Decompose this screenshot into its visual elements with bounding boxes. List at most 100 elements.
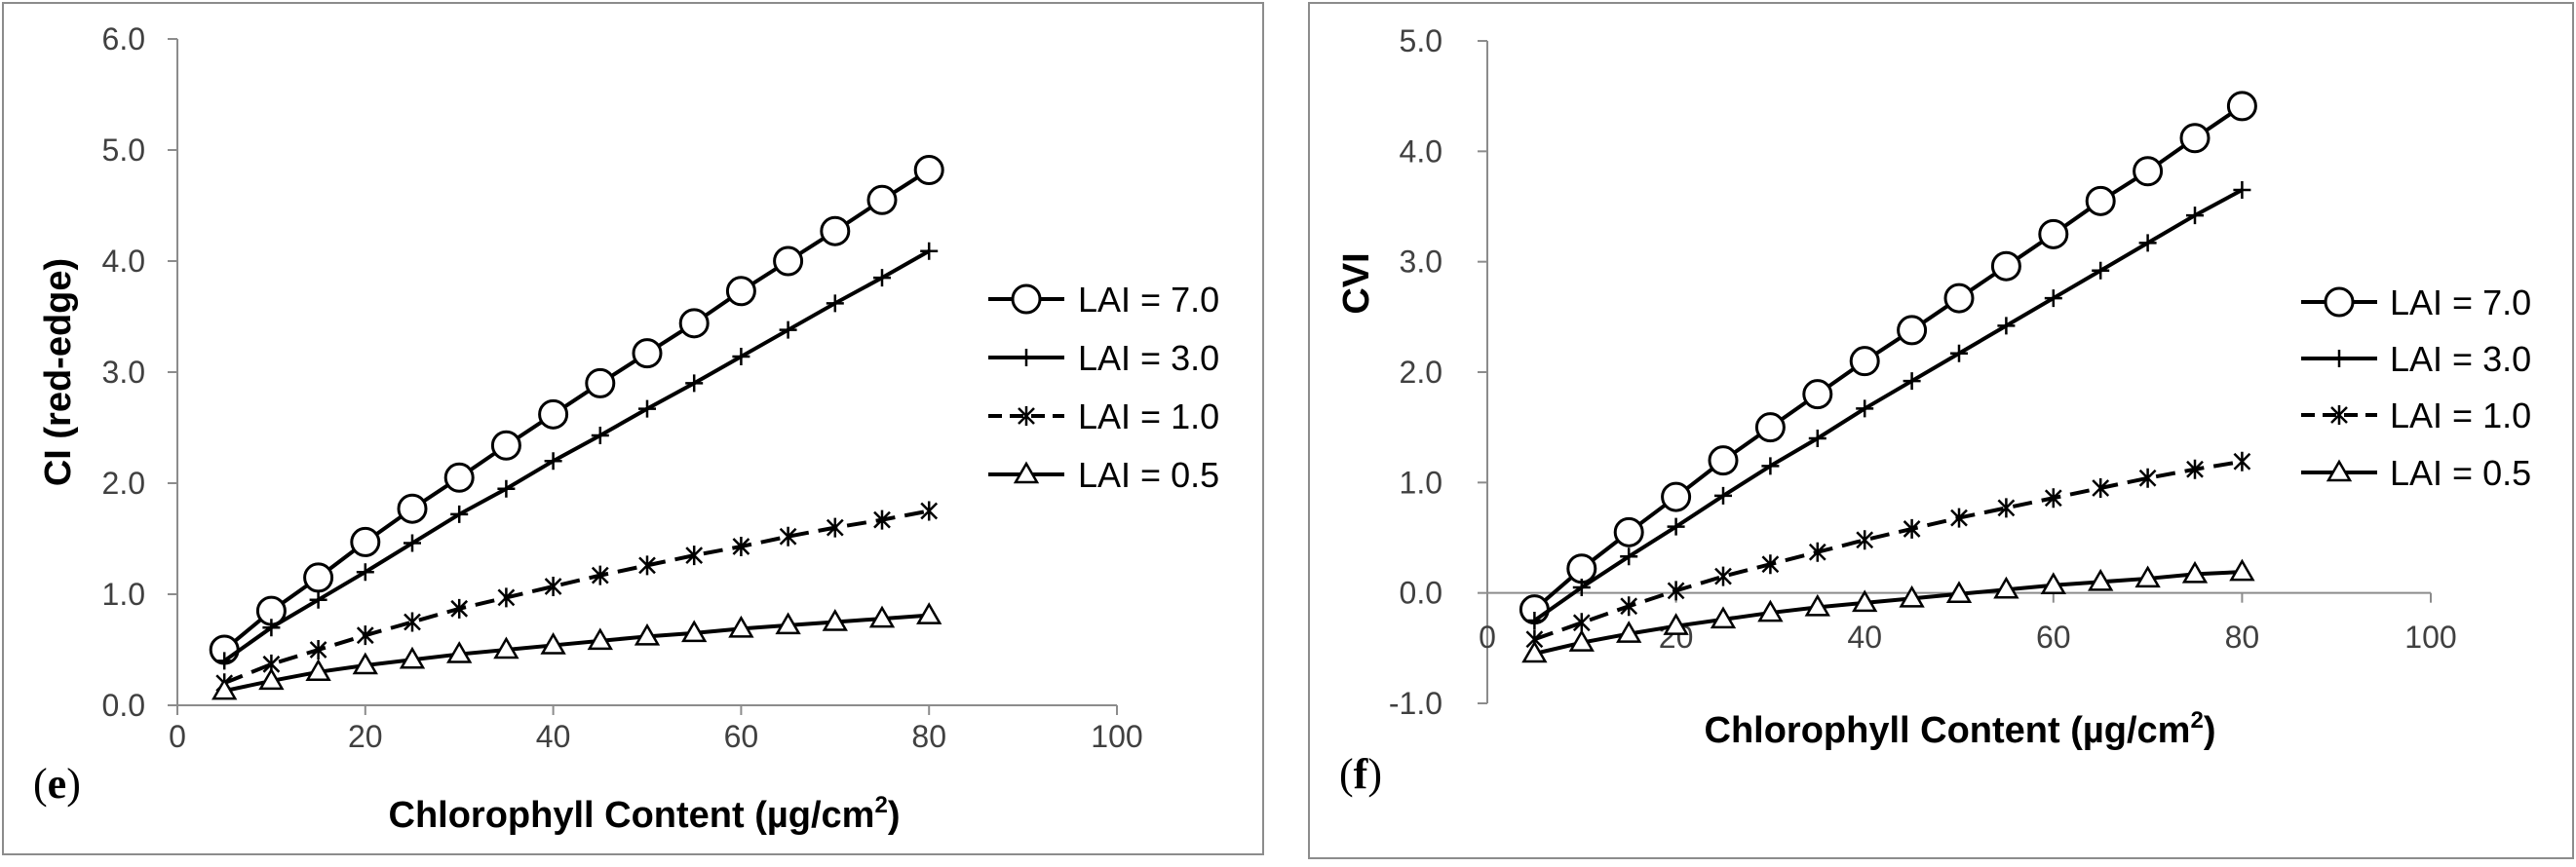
legend-marker-e-0 — [1011, 283, 1042, 315]
data-point-f-3 — [1899, 584, 1925, 608]
data-point-f-1 — [2138, 234, 2157, 252]
legend-label-f-2: LAI = 1.0 — [2390, 396, 2531, 435]
data-point-e-1 — [404, 534, 421, 552]
x-tick-label-f: 100 — [2404, 620, 2456, 655]
x-axis-title-e: Chlorophyll Content (µg/cm2) — [389, 792, 901, 836]
data-point-f-0 — [1754, 412, 1786, 443]
legend-marker-e-2 — [1018, 406, 1035, 426]
legend-label-f-1: LAI = 3.0 — [2390, 339, 2531, 379]
data-point-f-3 — [1568, 629, 1595, 652]
data-point-f-0 — [1990, 250, 2021, 282]
x-tick-label-f: 80 — [2225, 620, 2260, 655]
series-line-e-3 — [223, 613, 930, 694]
data-point-e-0 — [773, 245, 804, 277]
x-axis-title-f: Chlorophyll Content (µg/cm2) — [1705, 707, 2216, 751]
data-point-f-1 — [1997, 317, 2016, 335]
data-point-f-2 — [2233, 451, 2251, 471]
y-tick-label-e: 3.0 — [102, 355, 145, 390]
data-point-e-0 — [678, 308, 710, 339]
data-point-f-3 — [1804, 593, 1830, 617]
data-point-e-0 — [490, 430, 521, 461]
data-point-e-2 — [920, 501, 939, 521]
data-point-e-1 — [450, 505, 469, 523]
y-tick-label-e: 4.0 — [102, 244, 145, 279]
data-point-e-2 — [544, 577, 562, 597]
data-point-f-0 — [1566, 553, 1597, 584]
data-point-f-0 — [1802, 379, 1833, 410]
data-point-e-1 — [826, 294, 844, 313]
data-point-e-2 — [732, 536, 750, 556]
x-tick-label-f: 40 — [1847, 620, 1882, 655]
data-point-e-2 — [638, 555, 656, 576]
data-point-f-3 — [2181, 560, 2209, 584]
data-point-f-3 — [2088, 568, 2114, 591]
data-point-e-3 — [399, 646, 426, 669]
data-point-e-3 — [493, 636, 519, 660]
data-point-f-3 — [1945, 581, 1973, 604]
data-point-e-1 — [873, 269, 891, 287]
data-point-f-0 — [2179, 123, 2211, 154]
y-tick-label-f: 3.0 — [1400, 245, 1442, 280]
series-e-0 — [209, 155, 944, 665]
x-tick-label-e: 40 — [536, 719, 571, 754]
data-point-f-3 — [1663, 613, 1689, 635]
legend-marker-f-2 — [2330, 405, 2348, 425]
data-point-f-1 — [1620, 547, 1638, 566]
x-tick-label-f: 60 — [2036, 620, 2071, 655]
data-point-f-1 — [1761, 457, 1780, 475]
data-point-e-2 — [826, 517, 844, 538]
y-tick-label-f: 2.0 — [1400, 355, 1442, 390]
data-point-e-0 — [632, 338, 663, 369]
legend-label-e-0: LAI = 7.0 — [1078, 280, 1219, 320]
y-axis-title-f: CVI — [1336, 252, 1377, 314]
data-point-f-3 — [1993, 576, 2019, 599]
data-point-e-3 — [868, 605, 896, 628]
data-point-e-0 — [397, 493, 428, 524]
data-point-e-3 — [258, 667, 285, 691]
legend-label-e-2: LAI = 1.0 — [1078, 396, 1219, 436]
series-f-3 — [1521, 558, 2255, 663]
data-point-e-3 — [775, 612, 801, 635]
data-point-f-0 — [1613, 516, 1644, 547]
data-point-f-3 — [1616, 621, 1642, 643]
chart-e-svg: 0.0 1.0 2.0 3.0 4.0 5.0 6.0 0 20 40 60 80 100 Chlorop… — [33, 21, 1219, 836]
data-point-f-0 — [1943, 283, 1975, 314]
x-tick-label-f: 0 — [1479, 620, 1496, 655]
data-point-f-2 — [2092, 478, 2110, 498]
data-point-f-1 — [1856, 399, 1874, 418]
x-tick-label-e: 20 — [348, 719, 383, 754]
data-point-f-1 — [2092, 261, 2110, 280]
chart-panel-e: 0.0 1.0 2.0 3.0 4.0 5.0 6.0 0 20 40 60 80 100 Chlorop… — [2, 2, 1264, 855]
series-line-e-0 — [222, 168, 931, 652]
data-point-e-3 — [634, 622, 661, 646]
series-f-0 — [1519, 91, 2257, 625]
data-point-f-2 — [1903, 518, 1921, 539]
data-point-f-0 — [2038, 218, 2069, 249]
data-point-e-3 — [916, 602, 942, 624]
data-point-f-1 — [1903, 372, 1921, 391]
chart-f-svg: -1.00.01.02.03.04.05.00 20 40 60 80 100Chloro… — [1336, 23, 2531, 798]
legend-marker-e-3 — [1013, 461, 1040, 484]
data-point-e-0 — [866, 184, 898, 215]
x-tick-label-e: 80 — [911, 719, 946, 754]
series-line-f-3 — [1533, 570, 2243, 656]
data-point-f-1 — [1714, 486, 1732, 505]
data-point-f-2 — [1997, 498, 2016, 518]
series-e-2 — [215, 501, 939, 694]
data-point-f-0 — [2133, 156, 2164, 187]
legend-entry-e-2: LAI = 1.0 — [988, 396, 1219, 436]
data-point-f-2 — [1808, 542, 1826, 562]
data-point-f-2 — [1856, 530, 1874, 550]
legend-entry-e-3: LAI = 0.5 — [988, 455, 1219, 495]
data-point-f-1 — [2233, 181, 2251, 199]
panel-label-f: (f) — [1339, 750, 1382, 798]
data-point-f-2 — [2186, 459, 2204, 479]
legend-entry-e-1: LAI = 3.0 — [988, 338, 1219, 378]
series-line-e-2 — [223, 509, 930, 686]
series-f-1 — [1525, 181, 2251, 629]
data-point-f-1 — [1808, 430, 1826, 447]
data-point-e-1 — [920, 242, 939, 260]
legend-label-e-3: LAI = 0.5 — [1078, 455, 1219, 495]
data-point-e-1 — [638, 399, 656, 418]
data-point-e-3 — [446, 641, 473, 663]
